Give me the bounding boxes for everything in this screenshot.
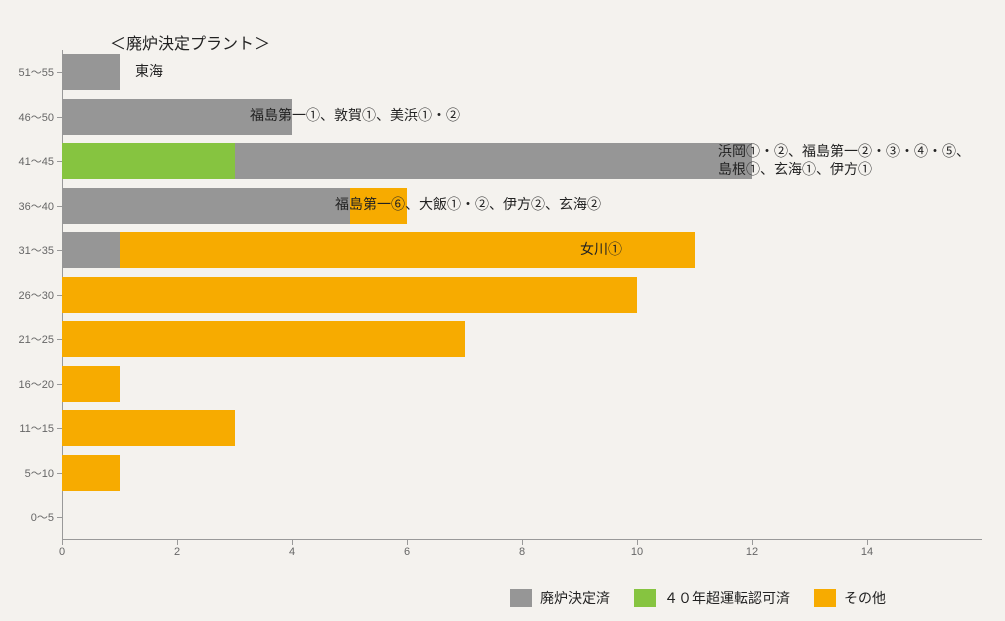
y-axis-label: 26～30 xyxy=(19,287,54,303)
x-axis-label: 12 xyxy=(746,546,758,558)
bar-segment-other xyxy=(62,366,120,402)
bar-annotation: 福島第一①、敦賀①、美浜①・② xyxy=(250,106,460,124)
plot-area: 0246810121451～5546～5041～4536～4031～3526～3… xyxy=(62,50,982,540)
bar-row xyxy=(62,321,465,357)
y-axis-label: 46～50 xyxy=(19,109,54,125)
bar-segment-other xyxy=(62,321,465,357)
legend-swatch xyxy=(814,589,836,607)
legend-label: ４０年超運転認可済 xyxy=(664,588,790,608)
x-tick xyxy=(292,540,293,545)
x-axis-label: 10 xyxy=(631,546,643,558)
x-tick xyxy=(407,540,408,545)
chart-container: ＜廃炉決定プラント＞ 0246810121451～5546～5041～4536～… xyxy=(0,0,1005,621)
bar-annotation: 浜岡①・②、福島第一②・③・④・⑤、島根①、玄海①、伊方① xyxy=(718,142,970,178)
legend-item-approved40: ４０年超運転認可済 xyxy=(634,588,790,608)
legend-label: 廃炉決定済 xyxy=(540,588,610,608)
x-tick xyxy=(177,540,178,545)
bar-segment-decommissioned xyxy=(62,232,120,268)
bar-annotation: 福島第一⑥、大飯①・②、伊方②、玄海② xyxy=(335,195,601,213)
bar-row xyxy=(62,455,120,491)
y-axis-label: 0～5 xyxy=(31,509,54,525)
y-axis-label: 31～35 xyxy=(19,242,54,258)
y-tick xyxy=(57,517,62,518)
legend: 廃炉決定済 ４０年超運転認可済 その他 xyxy=(510,588,886,608)
x-axis-label: 8 xyxy=(519,546,525,558)
bar-segment-approved40 xyxy=(62,143,235,179)
bar-segment-other xyxy=(62,455,120,491)
x-axis-label: 2 xyxy=(174,546,180,558)
x-axis-label: 14 xyxy=(861,546,873,558)
legend-swatch xyxy=(634,589,656,607)
y-axis-label: 51～55 xyxy=(19,64,54,80)
x-tick xyxy=(62,540,63,545)
x-axis-label: 4 xyxy=(289,546,295,558)
bar-segment-decommissioned xyxy=(235,143,753,179)
x-axis-label: 0 xyxy=(59,546,65,558)
bar-row xyxy=(62,143,752,179)
y-axis-label: 16～20 xyxy=(19,376,54,392)
bar-row xyxy=(62,410,235,446)
y-axis-label: 5～10 xyxy=(25,465,54,481)
y-axis-label: 36～40 xyxy=(19,198,54,214)
legend-item-other: その他 xyxy=(814,588,886,608)
legend-item-decommissioned: 廃炉決定済 xyxy=(510,588,610,608)
y-axis-label: 11～15 xyxy=(19,420,54,436)
bar-segment-other xyxy=(62,277,637,313)
bar-row xyxy=(62,277,637,313)
x-tick xyxy=(752,540,753,545)
x-tick xyxy=(522,540,523,545)
bar-row xyxy=(62,366,120,402)
bar-annotation: 女川① xyxy=(580,240,622,258)
legend-label: その他 xyxy=(844,588,886,608)
y-axis-label: 21～25 xyxy=(19,331,54,347)
legend-swatch xyxy=(510,589,532,607)
y-axis-label: 41～45 xyxy=(19,153,54,169)
x-axis-label: 6 xyxy=(404,546,410,558)
bar-segment-decommissioned xyxy=(62,54,120,90)
bar-row xyxy=(62,54,120,90)
bar-annotation: 東海 xyxy=(135,62,163,80)
x-tick xyxy=(867,540,868,545)
bar-segment-decommissioned xyxy=(62,188,350,224)
bar-segment-other xyxy=(62,410,235,446)
x-tick xyxy=(637,540,638,545)
